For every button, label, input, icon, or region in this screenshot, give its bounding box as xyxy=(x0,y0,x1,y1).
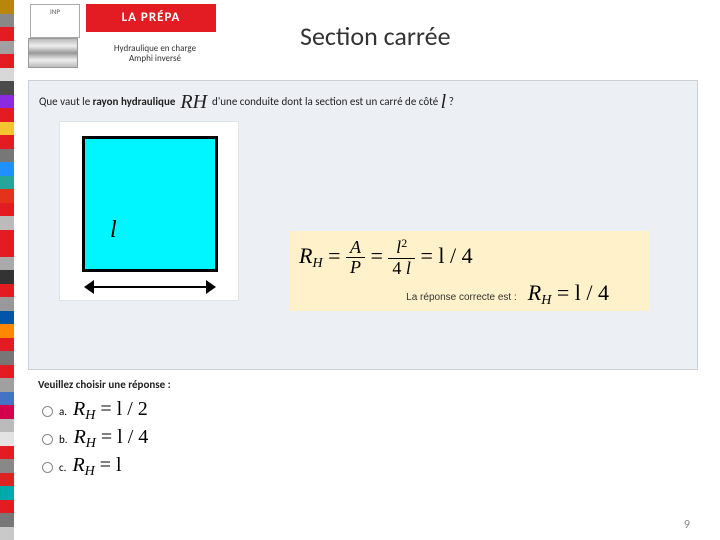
choice-letter: b. xyxy=(59,433,68,446)
inp-logo: INP xyxy=(30,4,80,38)
left-stripe-bar xyxy=(0,0,14,540)
square-shape xyxy=(82,136,218,272)
square-figure: l xyxy=(59,121,239,301)
question-panel: Que vaut le rayon hydraulique RH d'une c… xyxy=(28,80,698,370)
slide-title: Section carrée xyxy=(300,20,451,52)
choice-eq: RH = l / 4 xyxy=(74,426,149,452)
radio-b[interactable] xyxy=(42,434,53,445)
header-subtitle: Hydraulique en charge Amphi inversé xyxy=(90,44,220,64)
dimension-arrow xyxy=(84,280,216,294)
question-ell: l xyxy=(441,91,447,113)
solution-formula-box: RH = AP = l24 l = l / 4 La réponse corre… xyxy=(289,231,649,311)
question-text: Que vaut le rayon hydraulique RH d'une c… xyxy=(39,91,454,114)
choice-b[interactable]: b. RH = l / 4 xyxy=(42,426,148,452)
choice-a[interactable]: a. RH = l / 2 xyxy=(42,398,148,424)
radio-a[interactable] xyxy=(42,406,53,417)
question-rh-sub: H xyxy=(193,91,207,113)
choice-letter: c. xyxy=(59,461,66,474)
page-number: 9 xyxy=(684,518,690,532)
question-prefix: Que vaut le xyxy=(39,95,93,108)
question-end: ? xyxy=(449,95,454,108)
question-rh: R xyxy=(180,91,192,113)
question-after: d'une conduite dont la section est un ca… xyxy=(212,95,441,108)
header-subtitle-line2: Amphi inversé xyxy=(129,53,181,64)
choices-prompt: Veuillez choisir une réponse : xyxy=(38,378,171,391)
radio-c[interactable] xyxy=(42,462,53,473)
choice-letter: a. xyxy=(59,405,67,418)
choice-c[interactable]: c. RH = l xyxy=(42,454,122,480)
choice-eq: RH = l / 2 xyxy=(73,398,148,424)
pipes-illustration xyxy=(28,38,78,68)
formula-line1: RH = AP = l24 l = l / 4 xyxy=(299,237,639,279)
choice-eq: RH = l xyxy=(72,454,121,480)
correct-answer-label: La réponse correcte est : xyxy=(406,292,517,303)
formula-line2: La réponse correcte est : RH = l / 4 xyxy=(299,281,639,308)
question-bold: rayon hydraulique xyxy=(93,95,176,108)
square-side-label: l xyxy=(110,217,117,244)
prepa-logo: LA PRÉPA xyxy=(86,4,216,32)
